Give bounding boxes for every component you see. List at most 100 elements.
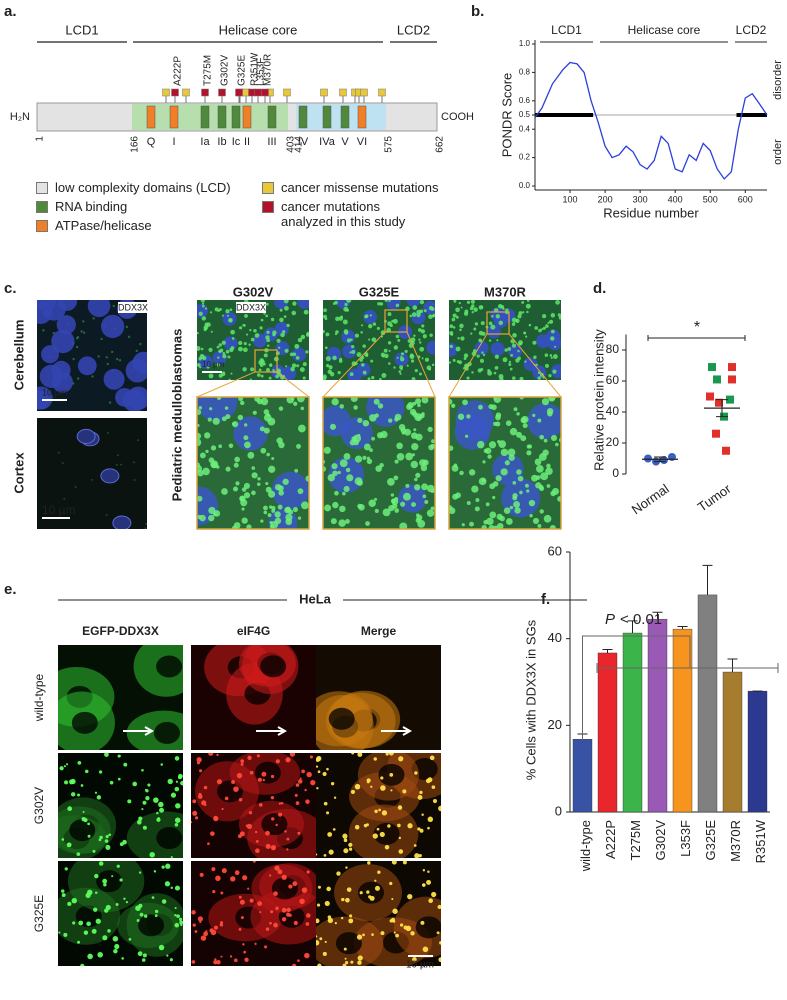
motif-label: Ia [200,136,210,148]
image-dot [208,373,214,379]
image-dot [418,372,422,376]
image-dot [427,826,430,830]
image-dot [112,304,115,308]
image-dot [263,505,268,511]
image-dot [378,808,381,812]
mutation-flag [171,88,179,97]
zoom-line [508,333,562,398]
image-dot [539,509,544,514]
image-dot [222,351,226,355]
image-dot [508,360,512,364]
motif-label: Q [147,136,156,148]
image-dot [317,770,321,774]
image-dot [331,463,338,470]
image-dot [509,427,518,436]
image-dot [74,485,77,488]
image-dot [373,398,380,405]
image-dot [69,779,75,785]
image-dot [210,445,217,451]
image-dot [170,886,173,890]
image-dot [527,402,561,440]
x-tick-label: M370R [728,820,743,862]
motif-label: IV [298,136,309,148]
image-dot [222,354,227,359]
image-dot [532,517,540,524]
image-dot [214,307,219,312]
image-dot [41,345,60,364]
image-dot [174,907,177,910]
image-dot [297,488,304,495]
image-dot [117,777,121,781]
image-dot [371,376,375,380]
image-dot [260,374,264,378]
image-dot [409,314,413,318]
image-dot [83,930,89,935]
image-dot [174,922,180,928]
position-label: 662 [435,136,446,153]
image-dot [151,896,155,899]
image-dot [419,413,425,419]
image-dot [555,442,559,447]
image-dot [410,359,415,363]
image-dot [289,753,296,757]
image-dot [270,844,277,851]
image-dot [346,300,349,303]
image-dot [416,513,420,517]
image-dot [464,434,469,438]
image-dot [238,895,242,899]
image-dot [98,838,102,842]
image-dot [100,337,103,341]
image-dot [268,376,272,380]
image-dot [398,370,402,373]
image-dot [213,960,218,965]
image-dot [362,370,367,375]
image-dot [282,330,286,334]
image-dot [309,755,313,759]
image-dot [288,884,293,889]
image-dot [323,405,351,437]
image-dot [103,368,125,390]
image-dot [56,315,76,335]
micrograph [58,753,183,858]
image-dot [257,482,261,486]
image-dot [269,521,273,525]
image-dot [287,509,294,515]
image-dot [123,897,126,901]
arrow [123,726,155,736]
image-dot [269,363,273,367]
region-label: LCD1 [551,23,582,37]
image-dot [111,350,114,354]
image-dot [354,783,361,790]
image-dot [271,508,276,513]
error-bar [727,658,738,673]
image-dot [510,338,516,344]
image-dot [97,355,100,358]
image-dot [368,324,373,329]
image-dot [37,386,53,410]
mutation-label: R351W [250,52,261,86]
image-dot [304,788,307,792]
image-dot [516,431,523,438]
image-dot [197,409,202,416]
image-dot [449,344,453,349]
bar [722,671,743,813]
point [713,375,721,384]
image-dot [208,753,214,756]
image-dot [471,311,474,314]
image-dot [265,830,270,836]
image-dot [198,311,203,316]
cell-nucleus [261,813,288,836]
image-dot [500,305,505,309]
image-dot [120,463,123,466]
pondr-line [534,61,768,180]
image-dot [422,869,426,872]
zoom-line [276,371,310,398]
image-dot [509,367,513,371]
bar [597,652,618,813]
image-dot [93,907,98,912]
image-dot [505,308,509,313]
image-dot [94,873,99,879]
image-dot [316,918,320,924]
image-dot [512,333,517,338]
image-dot [490,324,496,330]
